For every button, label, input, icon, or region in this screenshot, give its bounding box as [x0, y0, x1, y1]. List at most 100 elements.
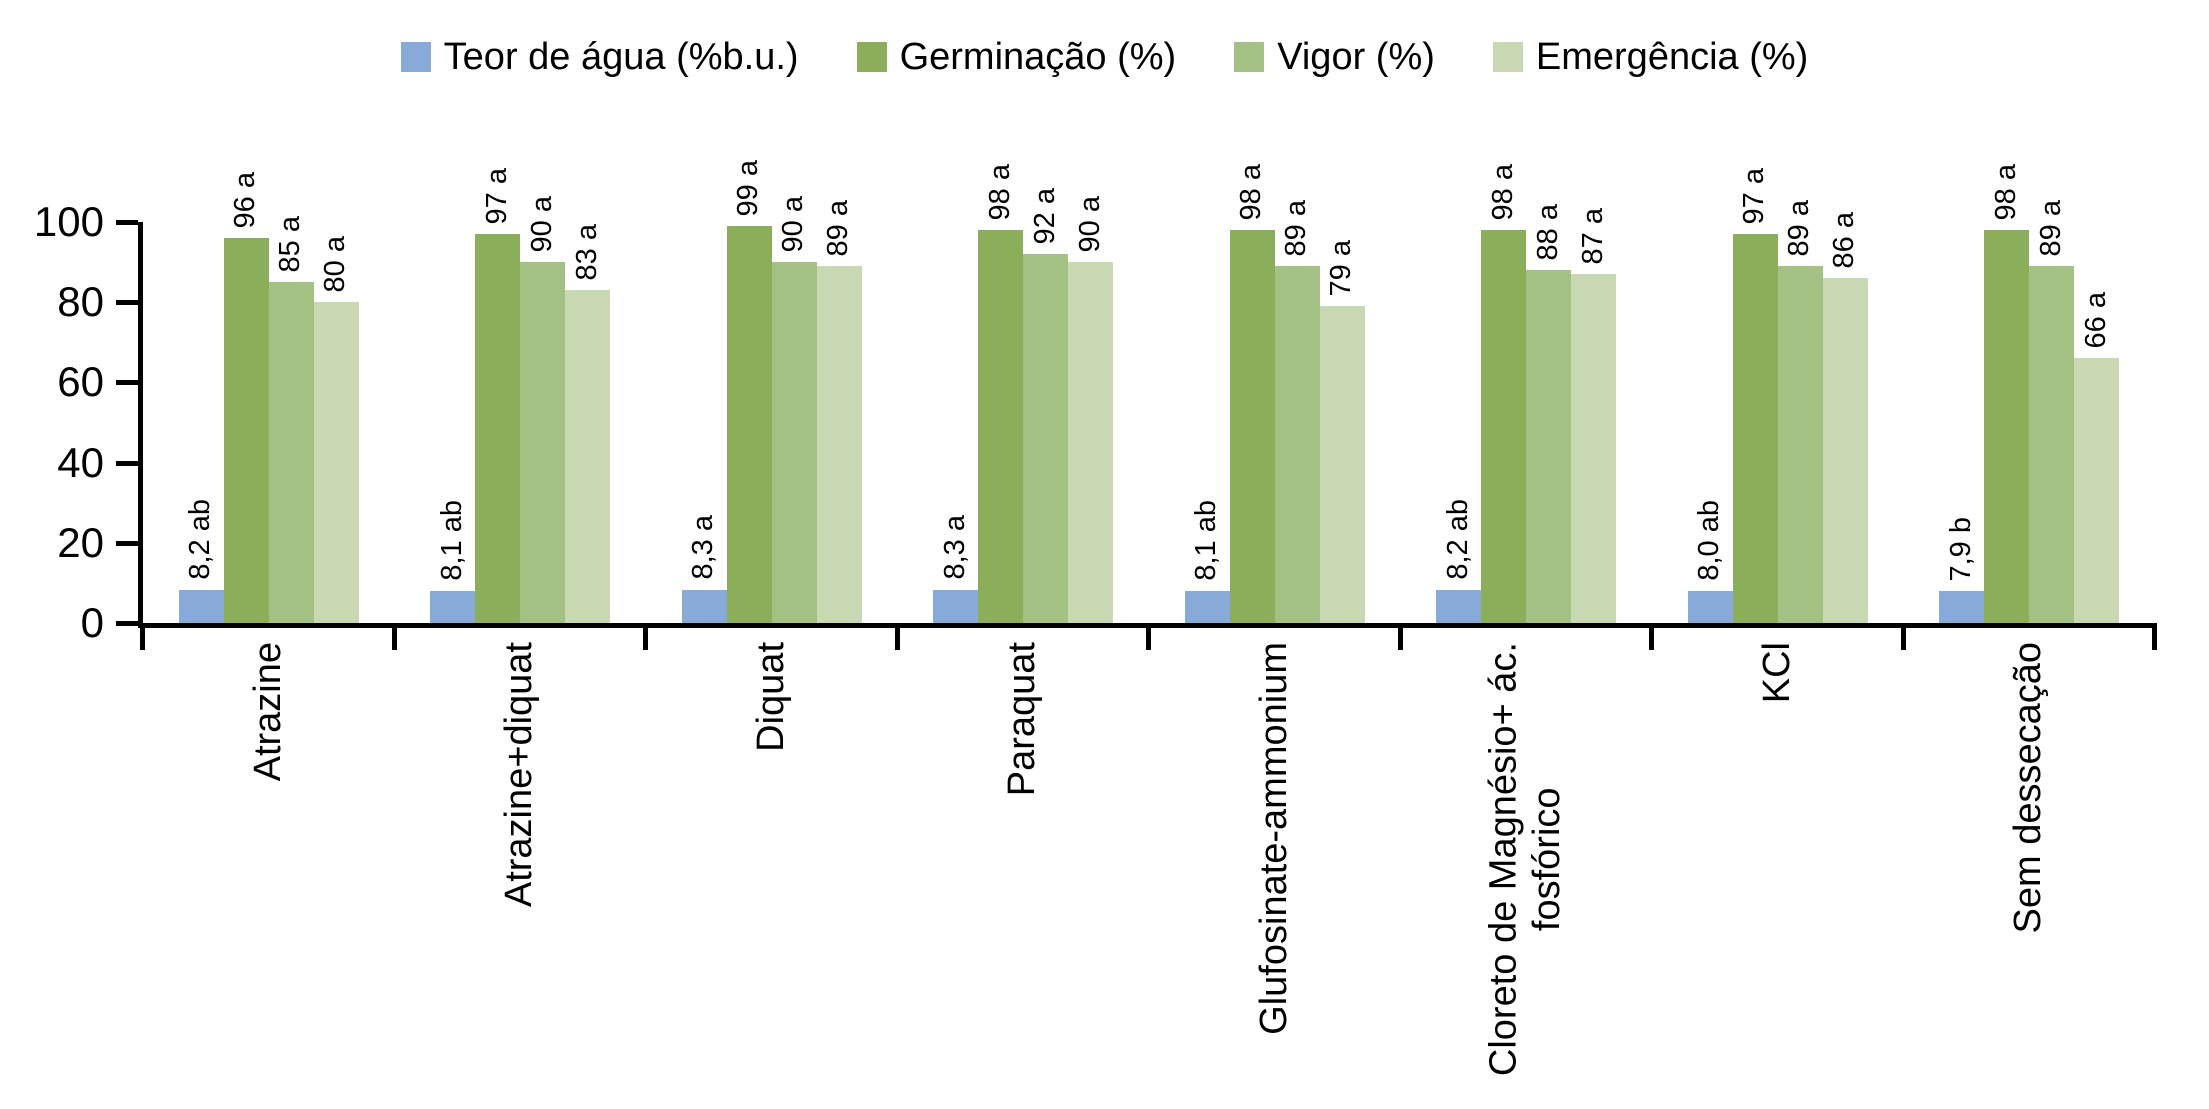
y-tick-label: 60 [57, 358, 104, 406]
bar [1526, 270, 1572, 623]
bar [1777, 266, 1823, 623]
bar-value-label: 8,2 ab [1441, 499, 1474, 581]
category-label: Paraquat [1001, 642, 1044, 797]
legend-swatch-icon [1492, 42, 1523, 72]
bar-value-label: 8,1 ab [1190, 499, 1223, 581]
y-tick [116, 300, 138, 306]
bar-value-label: 89 a [2034, 199, 2067, 257]
bar-value-label: 90 a [525, 195, 558, 253]
legend-item: Vigor (%) [1234, 38, 1435, 76]
legend-swatch-icon [1234, 42, 1265, 72]
bar-value-label: 89 a [822, 199, 855, 257]
y-tick [116, 220, 138, 225]
category-label: Glufosinate-ammonium [1252, 642, 1295, 1035]
legend-swatch-icon [856, 42, 887, 72]
bar-value-label: 98 a [983, 163, 1016, 221]
bar [565, 290, 611, 623]
bar [313, 302, 359, 623]
bar-value-label: 98 a [1486, 163, 1519, 221]
bar-value-label: 86 a [1828, 211, 1861, 269]
bar [1184, 590, 1230, 623]
bar-value-label: 8,3 a [687, 515, 720, 580]
y-axis [138, 222, 143, 628]
y-tick [116, 540, 138, 546]
x-tick [1649, 623, 1654, 650]
bar-value-label: 8,1 ab [435, 499, 468, 581]
bar-value-label: 66 a [2079, 291, 2112, 349]
bar [430, 590, 476, 623]
legend-label: Teor de água (%b.u.) [443, 36, 799, 78]
y-tick-label: 20 [57, 518, 104, 566]
bar [933, 589, 979, 623]
y-tick [116, 380, 138, 386]
bar-value-label: 90 a [1073, 195, 1106, 253]
bar [475, 234, 521, 623]
x-tick [391, 623, 397, 650]
bar [1319, 306, 1365, 623]
y-tick-label: 80 [57, 278, 104, 326]
bar [178, 590, 224, 623]
category-label: Diquat [749, 642, 792, 752]
bar-value-label: 79 a [1325, 239, 1358, 297]
bar-value-label: 89 a [1280, 199, 1313, 257]
bar [1687, 590, 1733, 623]
legend-item: Teor de água (%b.u.) [400, 36, 799, 78]
legend-label: Emergência (%) [1535, 36, 1809, 78]
bar-value-label: 8,3 a [938, 515, 971, 580]
legend-label: Germinação (%) [899, 36, 1177, 78]
bar-value-label: 80 a [319, 235, 352, 293]
category-label: Atrazine+diquat [498, 642, 541, 908]
bar [1984, 230, 2030, 623]
category-label: Atrazine [246, 642, 289, 782]
y-tick-label: 100 [33, 198, 104, 245]
legend-item: Emergência (%) [1492, 36, 1809, 78]
bar-value-label: 99 a [732, 159, 765, 217]
bar [2029, 266, 2075, 623]
x-tick [643, 623, 648, 650]
bar-value-label: 97 a [1738, 167, 1771, 225]
bar-value-label: 89 a [1783, 199, 1816, 257]
bar-value-label: 88 a [1531, 203, 1564, 261]
y-tick [116, 460, 138, 466]
category-label: Sem dessecação [2007, 642, 2050, 934]
bar [816, 266, 862, 623]
bar-value-label: 8,2 ab [184, 499, 217, 581]
legend-item: Germinação (%) [856, 36, 1177, 78]
category-label: KCl [1755, 642, 1798, 704]
y-tick-label: 40 [57, 438, 104, 486]
bar [1732, 234, 1778, 623]
x-tick [1900, 623, 1906, 650]
bar [268, 282, 314, 623]
bar [1274, 266, 1320, 623]
bar [1229, 230, 1275, 623]
y-tick-label: 0 [80, 599, 104, 646]
bar-value-label: 96 a [229, 171, 262, 229]
bar [1571, 274, 1617, 623]
bar [1939, 591, 1985, 623]
bar-value-label: 87 a [1576, 207, 1609, 265]
bar-value-label: 90 a [777, 195, 810, 253]
bar [2074, 358, 2120, 623]
bar-value-label: 92 a [1028, 187, 1061, 245]
bar-value-label: 83 a [570, 223, 603, 281]
bar [1481, 230, 1527, 623]
bar [1436, 590, 1482, 623]
bar [223, 238, 269, 623]
bar-value-label: 85 a [274, 215, 307, 273]
x-tick [2152, 623, 2157, 650]
legend-label: Vigor (%) [1277, 36, 1435, 78]
bar [726, 226, 772, 623]
x-tick [1146, 623, 1151, 650]
bar [520, 262, 566, 623]
chart-legend: Teor de água (%b.u.) Germinação (%) Vigor … [0, 38, 2209, 76]
bar-value-label: 8,0 ab [1693, 500, 1726, 581]
x-tick [894, 623, 900, 650]
bar [1023, 254, 1069, 623]
category-label: Cloreto de Magnésio+ ác. fosfórico [1482, 642, 1569, 1077]
bar-value-label: 97 a [480, 167, 513, 225]
bar-value-label: 98 a [1235, 163, 1268, 221]
bar [771, 262, 817, 623]
x-tick [1397, 623, 1403, 650]
bar [681, 589, 727, 623]
